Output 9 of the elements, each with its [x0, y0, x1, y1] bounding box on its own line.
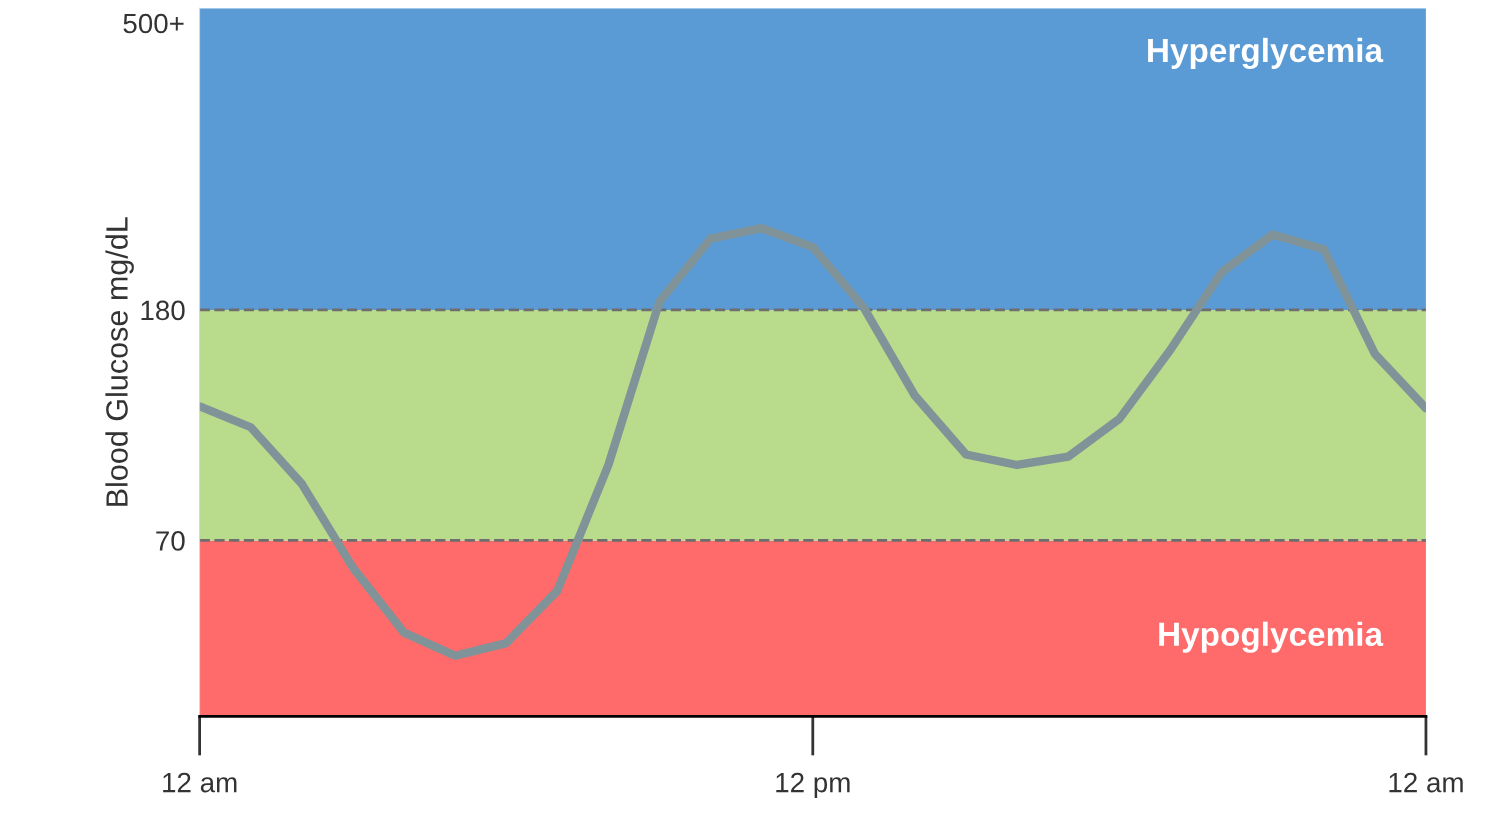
y-tick-label: 70	[156, 531, 185, 551]
y-tick-label: 180	[141, 300, 185, 321]
y-axis-title: Blood Glucose mg/dL	[105, 217, 134, 506]
x-tick-label: 12 am	[1389, 772, 1463, 793]
x-tick-label: 12 pm	[776, 772, 850, 798]
x-tick-label: 12 am	[163, 772, 237, 793]
band-label: Hypoglycemia	[1159, 621, 1384, 653]
band-label: Hyperglycemia	[1148, 37, 1384, 70]
text: 500+	[123, 13, 184, 34]
